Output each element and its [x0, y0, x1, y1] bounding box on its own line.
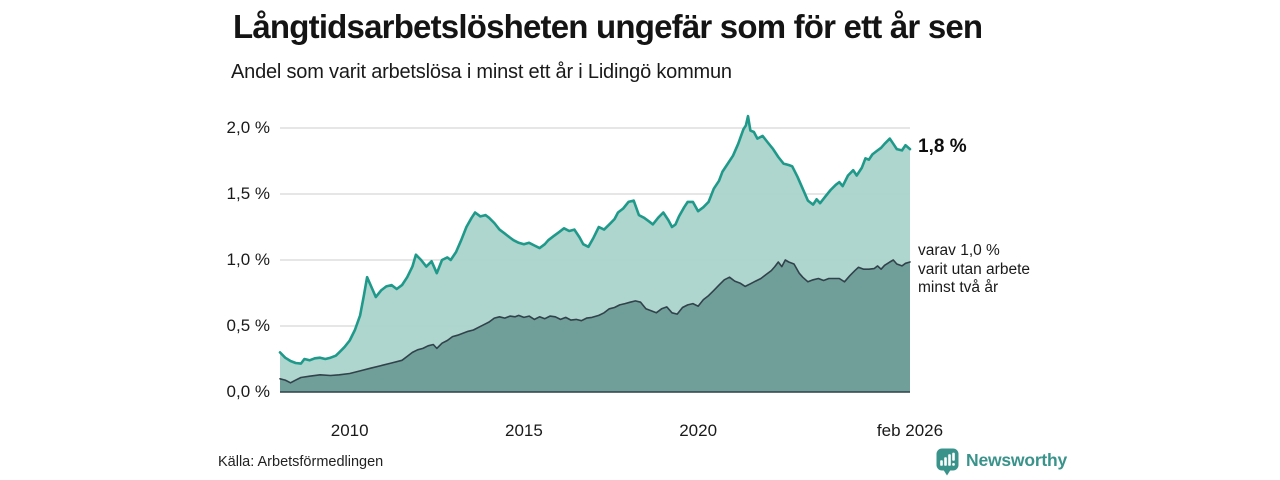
source-credit: Källa: Arbetsförmedlingen [218, 454, 384, 470]
series2-annotation: varav 1,0 % varit utan arbete minst två … [918, 242, 1030, 298]
y-axis-tick-4: 2,0 % [226, 118, 270, 137]
x-axis-tick-3: feb 2026 [876, 421, 944, 440]
series-1-line [278, 114, 912, 365]
series2-annotation-line2: varit utan arbete [918, 260, 1031, 278]
x-axis-tick-0: 2010 [330, 421, 369, 440]
page-subtitle: Andel som varit arbetslösa i minst ett å… [231, 61, 732, 83]
series1-end-value-label: 1,8 % [918, 136, 967, 157]
page-title: Långtidsarbetslösheten ungefär som för e… [233, 8, 983, 45]
y-axis-tick-1: 0,5 % [226, 316, 270, 335]
x-axis-tick-1: 2015 [504, 421, 543, 440]
series-2-line [279, 259, 911, 384]
series2-annotation-line1: varav 1,0 % [918, 242, 1000, 259]
newsworthy-logo-icon [936, 448, 959, 480]
x-axis-tick-2: 2020 [679, 421, 718, 440]
newsworthy-brand-label: Newsworthy [966, 450, 1068, 470]
newsworthy-brand[interactable]: Newsworthy [936, 448, 1067, 480]
series-2-area [280, 260, 910, 392]
y-axis-tick-3: 1,5 % [226, 184, 270, 203]
series2-annotation-line3: minst två år [918, 279, 999, 296]
y-axis-tick-0: 0,0 % [226, 382, 270, 401]
y-axis-tick-2: 1,0 % [226, 250, 270, 269]
